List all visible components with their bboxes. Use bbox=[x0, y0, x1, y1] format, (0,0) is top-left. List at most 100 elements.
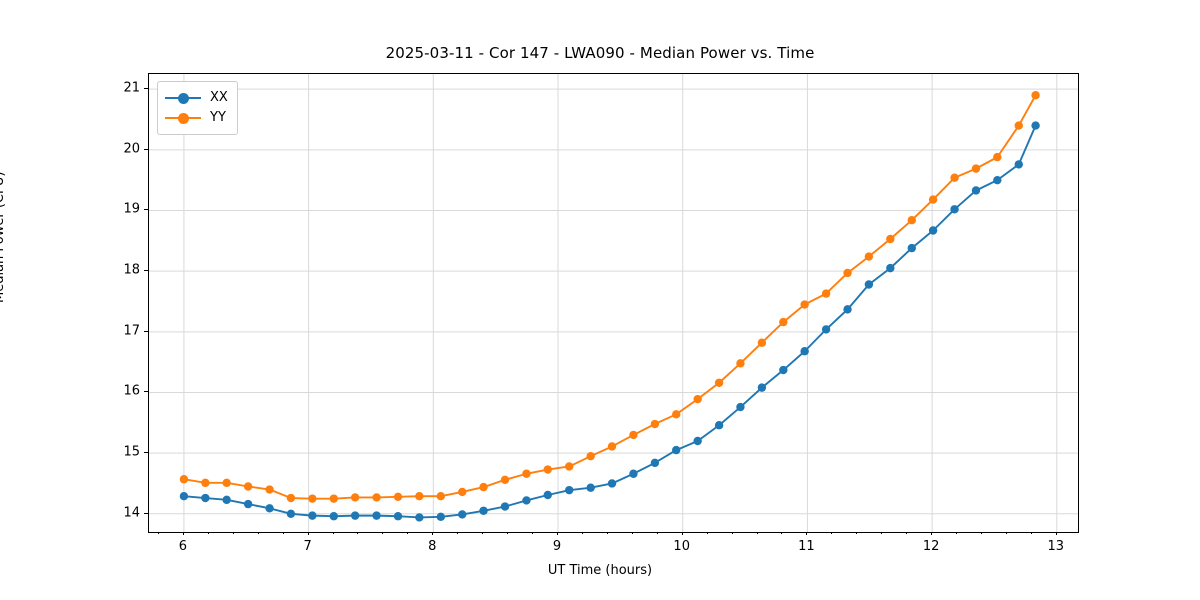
x-tick-mark bbox=[806, 531, 808, 535]
data-point bbox=[607, 479, 617, 488]
data-point bbox=[672, 410, 681, 419]
data-point bbox=[586, 451, 595, 461]
y-tick-mark bbox=[144, 209, 148, 211]
y-tick-mark bbox=[144, 148, 148, 150]
data-point bbox=[779, 365, 788, 375]
data-point bbox=[201, 478, 210, 488]
data-point bbox=[1031, 121, 1040, 130]
y-tick-label: 21 bbox=[123, 80, 140, 96]
data-point bbox=[329, 494, 338, 503]
x-tick-label: 8 bbox=[428, 539, 437, 554]
y-tick-label: 14 bbox=[123, 505, 140, 521]
data-point bbox=[821, 289, 831, 298]
data-point bbox=[864, 252, 874, 261]
data-point bbox=[843, 268, 852, 278]
data-point bbox=[350, 511, 360, 520]
data-point bbox=[993, 152, 1002, 162]
data-point bbox=[350, 493, 360, 502]
y-axis-label: Median Power (CPU) bbox=[0, 171, 7, 303]
data-point bbox=[308, 494, 317, 503]
data-point bbox=[693, 394, 702, 404]
x-axis-label: UT Time (hours) bbox=[547, 563, 653, 578]
data-point bbox=[243, 499, 253, 509]
x-tick-label: 12 bbox=[922, 539, 940, 554]
legend-marker-xx bbox=[178, 93, 189, 104]
data-point bbox=[950, 173, 959, 182]
y-tick-mark bbox=[144, 452, 148, 454]
series-yy bbox=[179, 91, 1040, 503]
data-point bbox=[201, 493, 210, 503]
x-tick-mark bbox=[182, 531, 184, 535]
plot-area bbox=[148, 73, 1079, 533]
y-tick-label: 16 bbox=[123, 383, 140, 399]
data-point bbox=[886, 234, 895, 244]
data-point bbox=[458, 487, 467, 497]
data-point bbox=[736, 402, 745, 412]
x-tick-mark bbox=[307, 531, 309, 535]
y-tick-label: 15 bbox=[123, 444, 140, 460]
data-point bbox=[179, 492, 189, 501]
data-point bbox=[714, 421, 724, 430]
data-point bbox=[265, 485, 274, 494]
data-point bbox=[693, 436, 702, 446]
data-point bbox=[479, 482, 488, 492]
data-point bbox=[543, 490, 552, 500]
data-point bbox=[372, 511, 381, 520]
data-point bbox=[629, 430, 638, 440]
legend-label-yy: YY bbox=[210, 110, 226, 125]
data-point bbox=[650, 458, 660, 468]
data-point bbox=[286, 493, 296, 503]
x-tick-label: 13 bbox=[1047, 539, 1065, 554]
data-point bbox=[907, 243, 916, 253]
line-xx bbox=[182, 124, 1037, 519]
plot-svg bbox=[149, 74, 1078, 532]
data-point bbox=[543, 465, 552, 474]
data-point bbox=[479, 506, 488, 515]
data-point bbox=[757, 383, 767, 392]
legend-entry-xx[interactable]: XX bbox=[165, 88, 228, 108]
data-point bbox=[179, 475, 189, 484]
legend: XX YY bbox=[157, 81, 238, 135]
data-point bbox=[907, 216, 916, 225]
data-point bbox=[372, 493, 381, 502]
data-point bbox=[843, 305, 852, 314]
data-point bbox=[222, 495, 231, 505]
data-point bbox=[436, 492, 445, 501]
x-tick-label: 11 bbox=[798, 539, 815, 554]
gridlines bbox=[149, 74, 1078, 532]
x-tick-mark bbox=[681, 531, 683, 535]
x-tick-mark bbox=[557, 531, 558, 535]
y-tick-mark bbox=[144, 88, 148, 90]
data-point bbox=[393, 512, 403, 521]
data-point bbox=[993, 175, 1002, 185]
line-yy bbox=[182, 94, 1037, 500]
x-tick-mark bbox=[1055, 531, 1057, 535]
data-point bbox=[329, 512, 338, 521]
data-point bbox=[586, 483, 595, 492]
data-point bbox=[886, 263, 895, 273]
data-point bbox=[1031, 91, 1040, 100]
data-point bbox=[500, 475, 510, 485]
data-point bbox=[971, 164, 981, 173]
data-point bbox=[286, 509, 296, 518]
legend-entry-yy[interactable]: YY bbox=[165, 108, 228, 128]
legend-label-xx: XX bbox=[210, 90, 228, 105]
data-point bbox=[672, 445, 681, 455]
legend-marker-yy bbox=[178, 113, 189, 124]
data-point bbox=[800, 347, 809, 356]
x-tick-mark bbox=[931, 531, 933, 535]
data-point bbox=[821, 325, 831, 334]
data-point bbox=[265, 504, 274, 513]
data-point bbox=[928, 226, 938, 235]
data-point bbox=[522, 496, 531, 505]
x-tick-label: 6 bbox=[178, 539, 188, 554]
data-point bbox=[800, 300, 809, 309]
y-tick-mark bbox=[144, 391, 148, 393]
y-tick-mark bbox=[144, 512, 148, 514]
data-point bbox=[779, 317, 788, 327]
data-point bbox=[736, 359, 745, 368]
data-point bbox=[607, 442, 617, 451]
x-tick-label: 9 bbox=[552, 539, 562, 554]
data-point bbox=[500, 502, 510, 511]
